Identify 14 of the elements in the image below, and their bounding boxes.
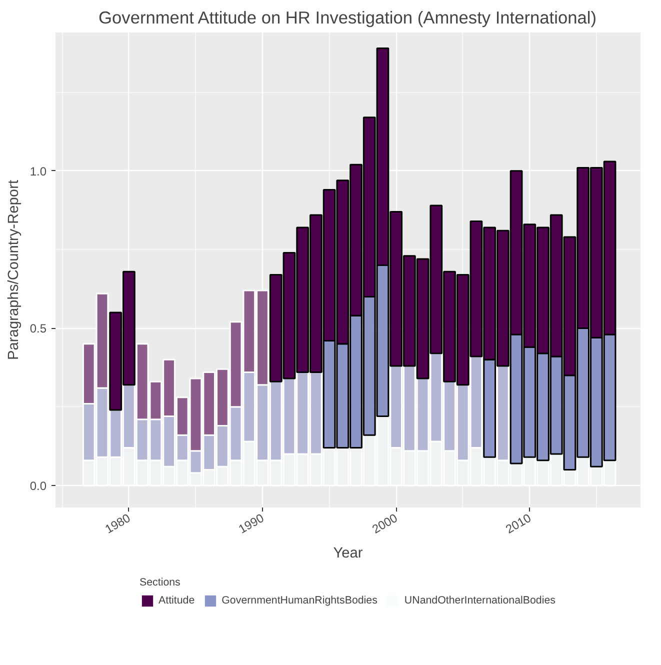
x-tick-label: 1990	[236, 510, 267, 536]
chart-title: Government Attitude on HR Investigation (Amnesty International)	[98, 8, 597, 28]
y-tick-label: 1.0	[30, 164, 47, 178]
x-tick-label: 2010	[503, 510, 534, 536]
legend-label: UNandOtherInternationalBodies	[404, 594, 556, 608]
legend-label: GovernmentHumanRightsBodies	[222, 594, 378, 608]
y-tick-label: 0.5	[30, 322, 47, 336]
x-tick-label: 1980	[102, 510, 133, 536]
y-axis-title: Paragraphs/Country-Report	[6, 180, 22, 360]
x-axis-title: Year	[333, 546, 363, 562]
y-tick-label: 0.0	[30, 478, 47, 493]
legend-title: Sections	[140, 576, 182, 588]
legend-label: Attitude	[158, 594, 195, 608]
x-tick-label: 2000	[370, 510, 400, 536]
